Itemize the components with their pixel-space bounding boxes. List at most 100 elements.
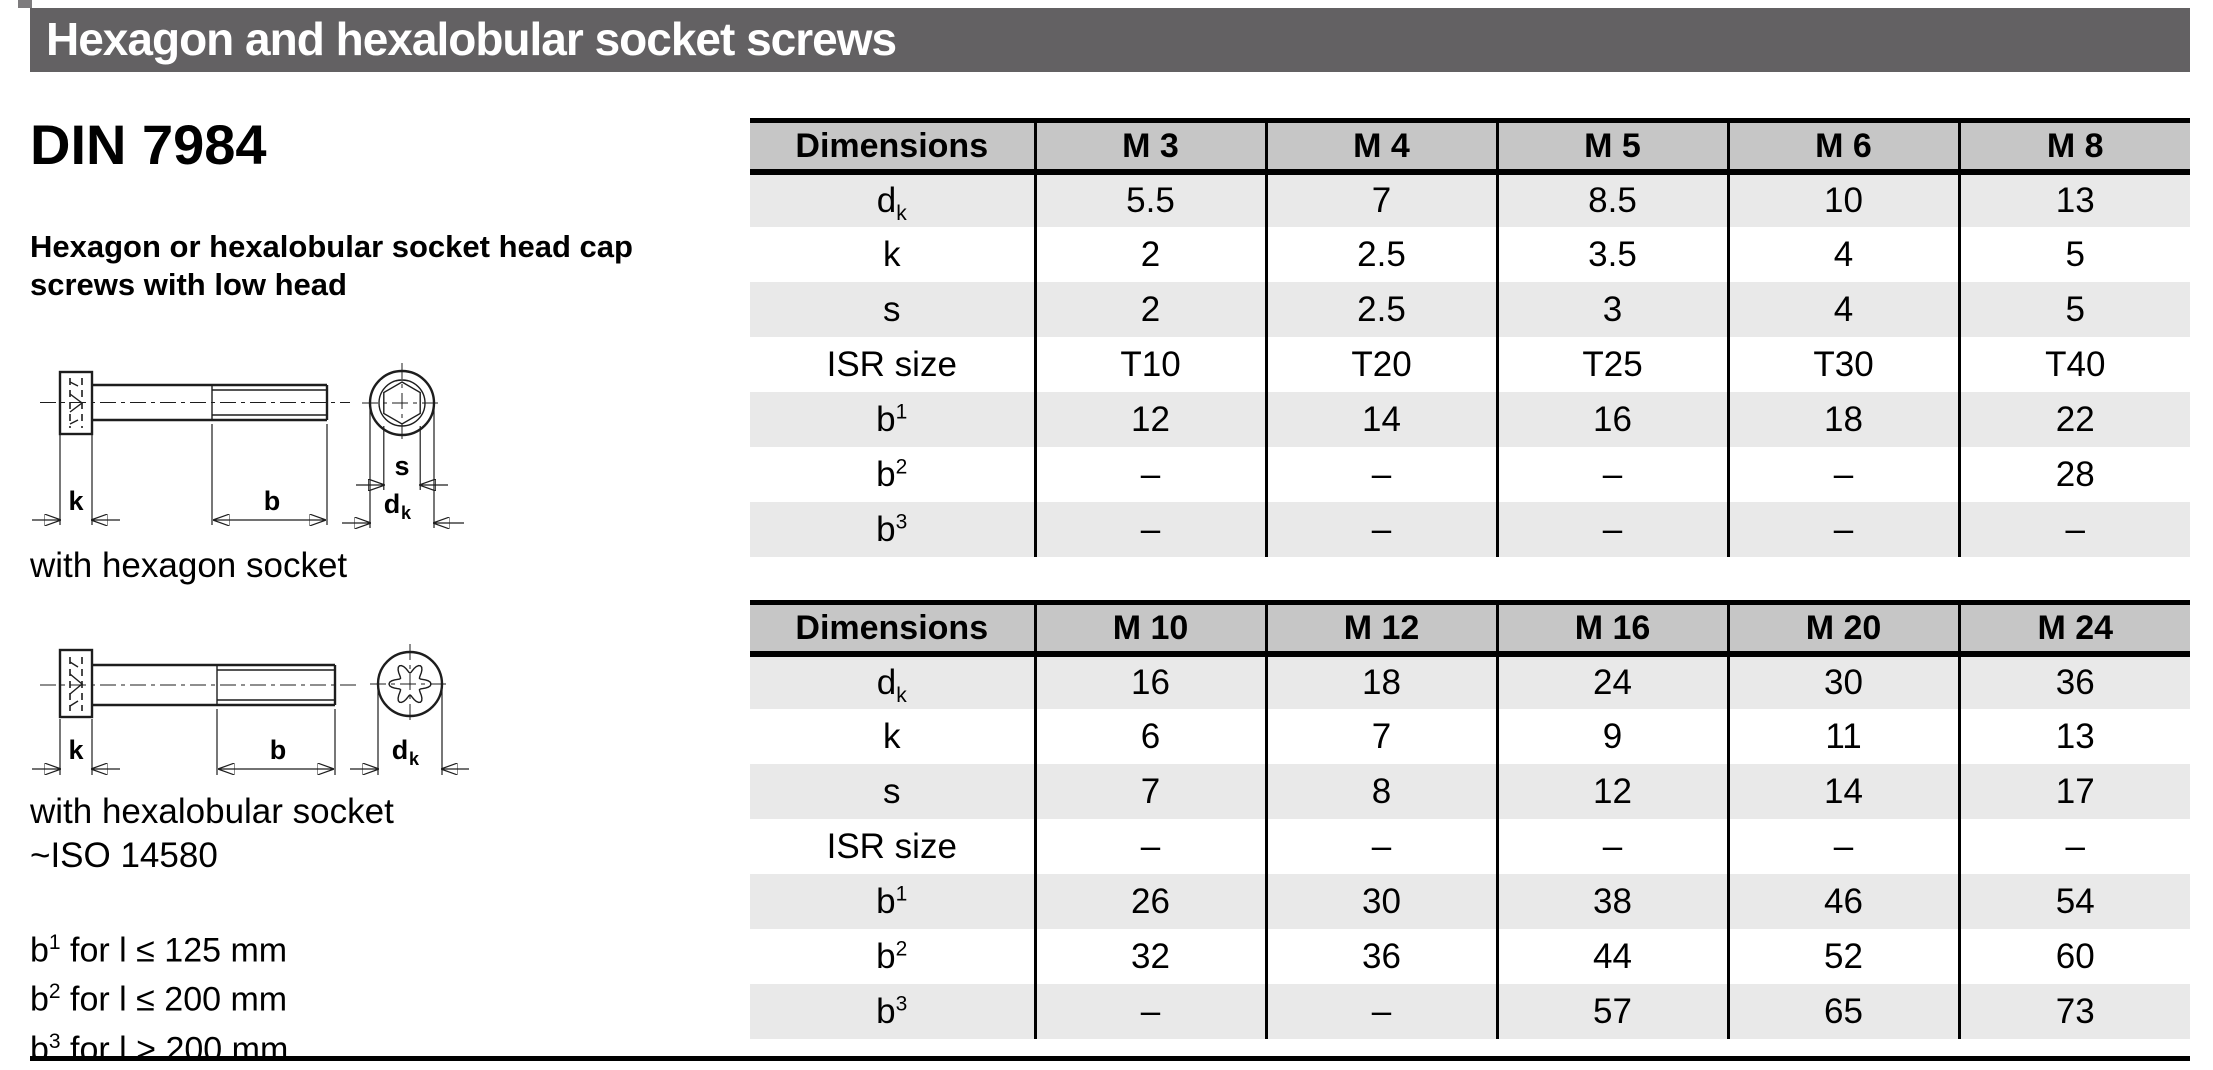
label-base: d (876, 181, 897, 220)
value-cell: T20 (1264, 337, 1497, 392)
row-label: b2 (750, 929, 1035, 984)
footnotes: b1 for l ≤ 125 mm b2 for l ≤ 200 mm b3 f… (30, 922, 288, 1070)
label-base: b (876, 991, 896, 1031)
footnote-b2: b2 for l ≤ 200 mm (30, 971, 288, 1020)
value-cell: – (1264, 984, 1497, 1039)
value-cell: – (1264, 447, 1497, 502)
footnote-base: b (30, 980, 49, 1019)
value-cell: 28 (1957, 447, 2190, 502)
value-cell: 73 (1957, 984, 2190, 1039)
value-cell: – (1495, 447, 1728, 502)
dim-label-b: b (264, 486, 281, 516)
drawing2-caption: with hexalobular socket (30, 792, 394, 831)
dim-label-s: s (394, 451, 409, 481)
screw-side-view (40, 648, 360, 719)
value-cell: 14 (1264, 392, 1497, 447)
row-label: ISR size (750, 337, 1035, 392)
label-base: ISR size (826, 826, 957, 866)
dimension-b: b (216, 709, 336, 775)
description-line: screws with low head (30, 267, 347, 302)
value-cell: 14 (1726, 764, 1959, 819)
value-cell: – (1495, 819, 1728, 874)
col-header: M 10 (1033, 600, 1266, 657)
value-cell: T10 (1033, 337, 1266, 392)
value-cell: 7 (1033, 764, 1266, 819)
value-cell: 6 (1033, 709, 1266, 764)
table-row: b2 – – – – 28 (750, 447, 2190, 502)
value-cell: 16 (1495, 392, 1728, 447)
row-label: k (750, 709, 1035, 764)
hexalobular-socket-drawing: k b d k (32, 644, 469, 775)
label-sup: 2 (895, 936, 908, 960)
label-sub: k (896, 684, 907, 707)
value-cell: 10 (1726, 172, 1959, 227)
screw-end-view (362, 363, 442, 443)
footnote-b3: b3 for l > 200 mm (30, 1021, 288, 1070)
table-row: k 2 2.5 3.5 4 5 (750, 227, 2190, 282)
label-sup: 1 (895, 881, 908, 905)
page-corner-mark (18, 0, 32, 8)
standard-number: DIN 7984 (30, 113, 267, 176)
value-cell: 60 (1957, 929, 2190, 984)
label-base: k (883, 716, 901, 756)
value-cell: 2 (1033, 227, 1266, 282)
value-cell: 16 (1033, 654, 1266, 709)
table-row: k 6 7 9 11 13 (750, 709, 2190, 764)
value-cell: 26 (1033, 874, 1266, 929)
value-cell: 3.5 (1495, 227, 1728, 282)
value-cell: 5 (1957, 227, 2190, 282)
value-cell: 2.5 (1264, 227, 1497, 282)
label-sup: 1 (895, 399, 908, 423)
col-header: M 5 (1495, 118, 1728, 175)
spec-table-large-sizes: Dimensions M 10 M 12 M 16 M 20 M 24 dk 1… (750, 600, 2190, 1039)
dim-label-dk-base: d (384, 489, 401, 519)
label-sub: k (896, 202, 907, 225)
page-bottom-rule (30, 1056, 2190, 1061)
value-cell: 44 (1495, 929, 1728, 984)
col-header: M 6 (1726, 118, 1959, 175)
row-label: b3 (750, 984, 1035, 1039)
col-header: M 20 (1726, 600, 1959, 657)
table-row: dk 5.5 7 8.5 10 13 (750, 172, 2190, 227)
col-header: M 12 (1264, 600, 1497, 657)
value-cell: T25 (1495, 337, 1728, 392)
value-cell: 7 (1264, 709, 1497, 764)
label-sup: 3 (895, 509, 908, 533)
row-label: s (750, 282, 1035, 337)
label-base: b (876, 881, 896, 921)
value-cell: 2 (1033, 282, 1266, 337)
value-cell: 18 (1726, 392, 1959, 447)
label-base: k (883, 234, 901, 274)
value-cell: – (1264, 819, 1497, 874)
footnote-base: b (30, 1029, 49, 1068)
value-cell: 36 (1264, 929, 1497, 984)
col-header: M 8 (1957, 118, 2190, 175)
value-cell: 13 (1957, 709, 2190, 764)
screw-end-view (370, 644, 450, 724)
value-cell: 57 (1495, 984, 1728, 1039)
value-cell: 7 (1264, 172, 1497, 227)
product-description: Hexagon or hexalobular socket head cap s… (30, 228, 730, 304)
value-cell: 5 (1957, 282, 2190, 337)
section-title: Hexagon and hexalobular socket screws (46, 13, 897, 65)
hexagon-socket-drawing: k b s d k (32, 363, 464, 587)
value-cell: 12 (1495, 764, 1728, 819)
label-base: ISR size (826, 344, 957, 384)
value-cell: – (1264, 502, 1497, 557)
row-label: b1 (750, 874, 1035, 929)
header-row: Dimensions M 3 M 4 M 5 M 6 M 8 (750, 118, 2190, 175)
row-label: ISR size (750, 819, 1035, 874)
screw-side-view (40, 370, 350, 436)
value-cell: 9 (1495, 709, 1728, 764)
footnote-sup: 3 (48, 1029, 61, 1053)
row-label: dk (750, 654, 1035, 709)
value-cell: T40 (1957, 337, 2190, 392)
table-row: b3 – – – – – (750, 502, 2190, 557)
value-cell: 12 (1033, 392, 1266, 447)
label-sup: 3 (895, 991, 908, 1015)
header-row: Dimensions M 10 M 12 M 16 M 20 M 24 (750, 600, 2190, 657)
value-cell: T30 (1726, 337, 1959, 392)
label-base: d (876, 663, 897, 702)
col-header: M 16 (1495, 600, 1728, 657)
